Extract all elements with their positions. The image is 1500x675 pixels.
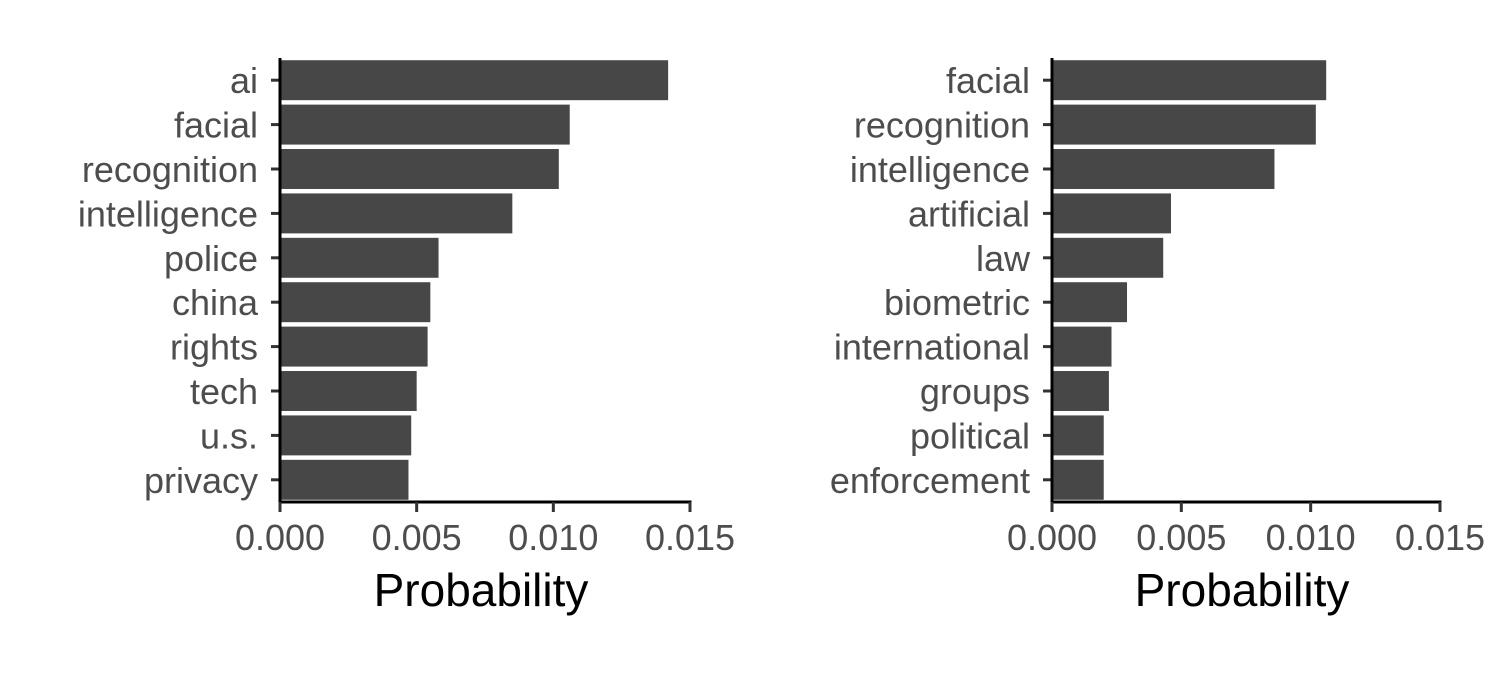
bar-rights [280, 326, 428, 367]
bar-recognition [1052, 104, 1316, 145]
category-label: biometric [884, 282, 1030, 323]
bar-facial [1052, 60, 1327, 101]
bar-political [1052, 415, 1104, 456]
bar-intelligence [280, 193, 513, 234]
category-label: facial [946, 60, 1030, 101]
bar-intelligence [1052, 149, 1275, 189]
x-tick-label: 0.010 [1266, 517, 1356, 558]
category-label: china [172, 282, 259, 323]
bar-tech [280, 371, 417, 411]
category-label: u.s. [200, 415, 258, 456]
category-label: artificial [908, 193, 1030, 234]
bar-ai [280, 60, 669, 101]
left-panel: aifacialrecognitionintelligencepolicechi… [78, 58, 735, 616]
category-label: facial [174, 105, 258, 146]
right-panel: facialrecognitionintelligenceartificiall… [830, 58, 1485, 616]
bar-privacy [280, 459, 409, 500]
category-label: privacy [144, 460, 258, 501]
bar-police [280, 237, 439, 278]
category-label: recognition [854, 105, 1030, 146]
x-tick-label: 0.015 [645, 517, 735, 558]
x-axis-title: Probability [374, 564, 589, 616]
bar-biometric [1052, 282, 1128, 323]
category-label: intelligence [850, 149, 1030, 190]
category-label: rights [170, 327, 258, 368]
category-label: recognition [82, 149, 258, 190]
x-tick-label: 0.000 [1007, 517, 1097, 558]
x-tick-label: 0.010 [508, 517, 598, 558]
bar-u-s- [280, 415, 412, 456]
bar-recognition [280, 149, 559, 189]
category-label: political [910, 415, 1030, 456]
bar-groups [1052, 371, 1109, 411]
category-label: enforcement [830, 460, 1030, 501]
category-label: ai [230, 60, 258, 101]
bar-international [1052, 326, 1112, 367]
bar-enforcement [1052, 459, 1104, 500]
bar-law [1052, 237, 1164, 278]
category-label: police [164, 238, 258, 279]
bar-china [280, 282, 431, 323]
x-tick-label: 0.000 [235, 517, 325, 558]
category-label: groups [920, 371, 1030, 412]
x-tick-label: 0.005 [372, 517, 462, 558]
x-axis-title: Probability [1135, 564, 1350, 616]
category-label: international [834, 327, 1030, 368]
x-tick-label: 0.005 [1136, 517, 1226, 558]
category-label: intelligence [78, 193, 258, 234]
x-tick-label: 0.015 [1395, 517, 1485, 558]
bar-artificial [1052, 193, 1171, 234]
category-label: law [976, 238, 1031, 279]
category-label: tech [190, 371, 258, 412]
bar-facial [280, 104, 570, 145]
